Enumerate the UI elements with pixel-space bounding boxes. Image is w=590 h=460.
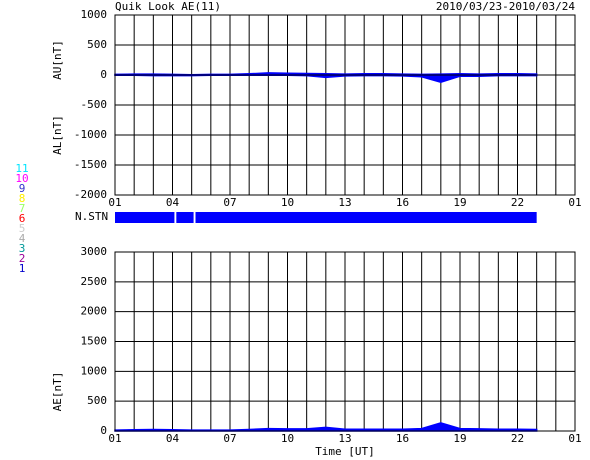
- station-legend-item: 4: [19, 232, 26, 245]
- x-tick-label: 07: [223, 432, 236, 445]
- station-legend-item: 3: [19, 242, 26, 255]
- station-legend-item: 2: [19, 252, 26, 265]
- x-tick-label: 16: [396, 432, 409, 445]
- x-tick-label: 04: [166, 196, 180, 209]
- x-tick-label: 10: [281, 196, 294, 209]
- y-tick-label: 3000: [81, 245, 108, 258]
- nstn-bar: [176, 212, 194, 223]
- y-tick-label: -2000: [74, 188, 107, 201]
- station-legend-item: 5: [19, 222, 26, 235]
- y-axis-label: AE[nT]: [51, 372, 64, 412]
- x-tick-label: 10: [281, 432, 294, 445]
- data-area: [114, 74, 538, 83]
- station-legend-item: 6: [19, 212, 26, 225]
- y-tick-label: 1000: [81, 8, 108, 21]
- y-axis-label: AU[nT]: [51, 40, 64, 80]
- x-tick-label: 19: [453, 432, 466, 445]
- x-tick-label: 16: [396, 196, 409, 209]
- y-tick-label: 0: [100, 68, 107, 81]
- x-tick-label: 01: [568, 196, 581, 209]
- y-tick-label: 0: [100, 424, 107, 437]
- x-axis-label: Time [UT]: [315, 445, 375, 458]
- nstn-bar: [195, 212, 537, 223]
- station-legend-item: 8: [19, 192, 26, 205]
- x-tick-label: 01: [568, 432, 581, 445]
- y-tick-label: 500: [87, 394, 107, 407]
- y-tick-label: -1500: [74, 158, 107, 171]
- chart-title: Quik Look AE(11): [115, 0, 221, 13]
- station-legend-item: 9: [19, 182, 26, 195]
- y-tick-label: -1000: [74, 128, 107, 141]
- data-area: [114, 422, 538, 432]
- x-tick-label: 13: [338, 196, 351, 209]
- x-tick-label: 01: [108, 196, 121, 209]
- nstn-label: N.STN: [75, 210, 108, 223]
- x-tick-label: 07: [223, 196, 236, 209]
- station-legend-item: 11: [15, 162, 28, 175]
- station-legend-item: 1: [19, 262, 26, 275]
- x-tick-label: 01: [108, 432, 121, 445]
- y-tick-label: 1500: [81, 335, 108, 348]
- y-axis-label: AL[nT]: [51, 115, 64, 155]
- nstn-bar: [115, 212, 175, 223]
- x-tick-label: 19: [453, 196, 466, 209]
- station-legend-item: 10: [15, 172, 28, 185]
- y-tick-label: -500: [81, 98, 108, 111]
- x-tick-label: 22: [511, 196, 524, 209]
- y-tick-label: 1000: [81, 364, 108, 377]
- y-tick-label: 500: [87, 38, 107, 51]
- x-tick-label: 22: [511, 432, 524, 445]
- x-tick-label: 13: [338, 432, 351, 445]
- date-range: 2010/03/23-2010/03/24: [436, 0, 575, 13]
- y-tick-label: 2500: [81, 275, 108, 288]
- y-tick-label: 2000: [81, 305, 108, 318]
- station-legend-item: 7: [19, 202, 26, 215]
- x-tick-label: 04: [166, 432, 180, 445]
- plot-frame: [114, 251, 576, 432]
- plot-frame: [114, 14, 576, 196]
